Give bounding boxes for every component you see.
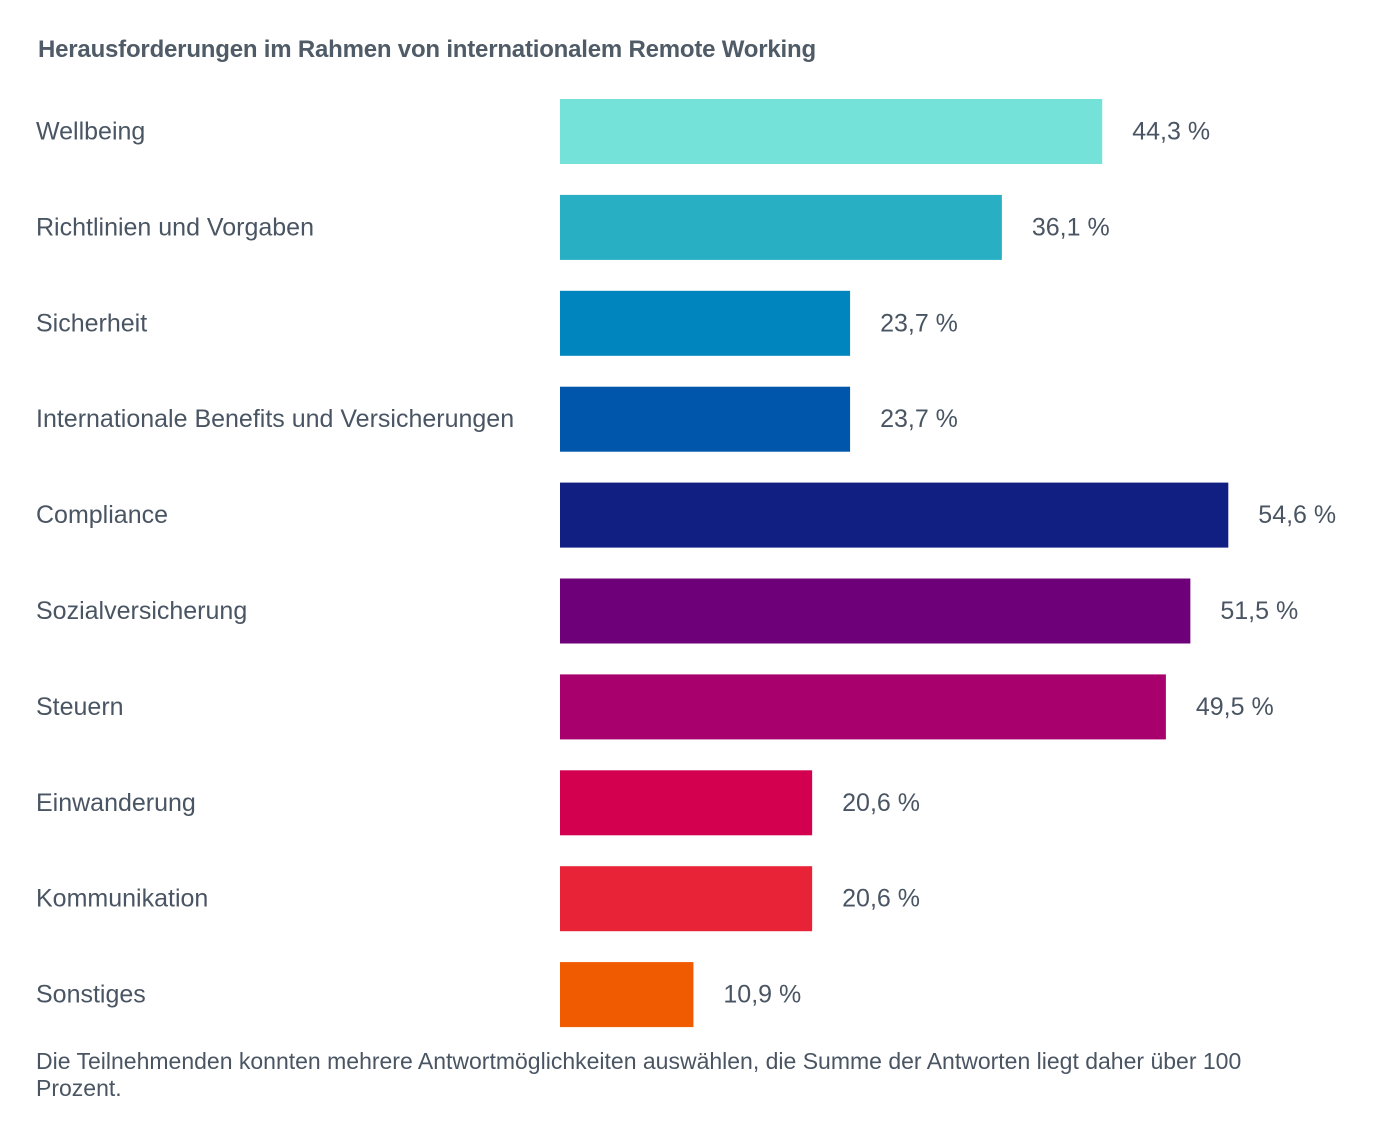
- value-label: 23,7 %: [880, 405, 958, 433]
- category-label: Wellbeing: [36, 118, 145, 146]
- bar: [560, 962, 694, 1028]
- bar: [560, 866, 813, 932]
- category-label: Sozialversicherung: [36, 597, 247, 625]
- category-label: Compliance: [36, 501, 168, 529]
- bar: [560, 386, 851, 452]
- bar: [560, 674, 1166, 740]
- value-label: 54,6 %: [1258, 501, 1336, 529]
- bars-group: Wellbeing 44,3 % Richtlinien und Vorgaben 3…: [36, 99, 1336, 1028]
- bar: [560, 194, 1002, 260]
- bar: [560, 482, 1229, 548]
- value-label: 44,3 %: [1132, 118, 1210, 146]
- category-label: Sicherheit: [36, 309, 147, 337]
- category-label: Richtlinien und Vorgaben: [36, 213, 314, 241]
- value-label: 51,5 %: [1220, 597, 1298, 625]
- chart-footnote: Die Teilnehmenden konnten mehrere Antwor…: [36, 1048, 1242, 1101]
- category-label: Steuern: [36, 693, 124, 721]
- bar: [560, 99, 1103, 164]
- value-label: 36,1 %: [1032, 213, 1110, 241]
- value-label: 20,6 %: [842, 885, 920, 913]
- value-label: 23,7 %: [880, 309, 958, 337]
- category-label: Einwanderung: [36, 789, 196, 817]
- chart-title: Herausforderungen im Rahmen von internat…: [38, 36, 816, 63]
- bar: [560, 770, 813, 836]
- bar: [560, 578, 1191, 644]
- value-label: 20,6 %: [842, 789, 920, 817]
- bar: [560, 290, 851, 356]
- value-label: 10,9 %: [723, 981, 801, 1009]
- category-label: Kommunikation: [36, 885, 208, 913]
- category-label: Sonstiges: [36, 981, 146, 1009]
- category-label: Internationale Benefits und Versicherung…: [36, 405, 514, 433]
- value-label: 49,5 %: [1196, 693, 1274, 721]
